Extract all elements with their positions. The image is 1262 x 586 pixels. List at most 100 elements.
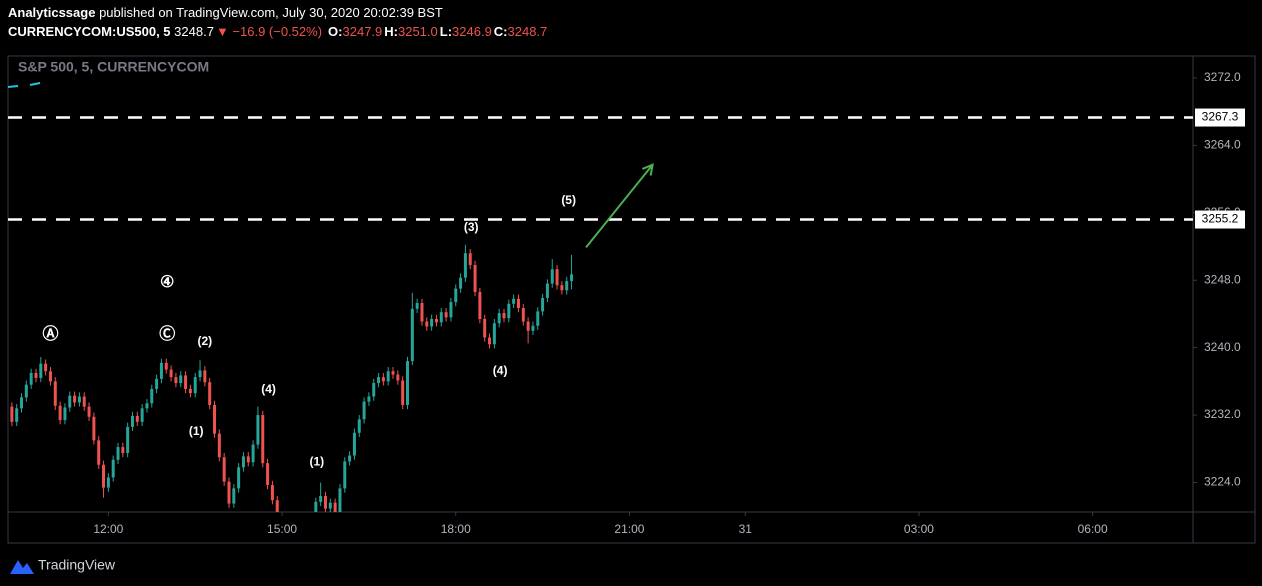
x-tick-label: 12:00 xyxy=(93,522,123,536)
candle-body xyxy=(420,302,424,322)
candle-body xyxy=(92,416,96,441)
candle-body xyxy=(68,395,72,408)
candle-body xyxy=(73,395,77,403)
ohlc-label: L: xyxy=(440,24,452,39)
candle-body xyxy=(159,362,163,379)
candle-body xyxy=(463,253,467,278)
candle-body xyxy=(396,374,400,381)
wave-label: Ⓒ xyxy=(159,324,175,343)
legend: S&P 500, 5, CURRENCYCOM xyxy=(18,59,209,75)
y-tick-label: 3240.0 xyxy=(1204,340,1241,354)
candle-body xyxy=(121,447,125,453)
candle-body xyxy=(198,370,202,378)
wave-label: (1) xyxy=(309,454,324,468)
candle-body xyxy=(20,397,24,409)
candle-body xyxy=(24,384,28,398)
price-label: 3255.2 xyxy=(1202,212,1239,226)
candle-body xyxy=(459,277,463,289)
candle-body xyxy=(478,292,482,319)
price-label-box xyxy=(1195,108,1245,127)
candle-body xyxy=(261,415,265,464)
candle-body xyxy=(174,377,178,384)
candle-body xyxy=(164,362,168,370)
wave-label: Ⓐ xyxy=(42,324,58,343)
candle-body xyxy=(135,415,139,422)
y-tick-label: 3264.0 xyxy=(1204,138,1241,152)
candle-body xyxy=(521,308,525,322)
candle-body xyxy=(310,525,313,532)
price: 3248.7 xyxy=(174,24,214,39)
candle-body xyxy=(348,455,352,462)
candle-body xyxy=(106,477,110,488)
candle-body xyxy=(372,383,376,397)
candle-body xyxy=(188,388,192,394)
y-tick-label: 3272.0 xyxy=(1204,70,1241,84)
candle-body xyxy=(217,433,221,458)
candle-body xyxy=(357,419,361,433)
candle-body xyxy=(541,297,545,312)
ohlc-label: O: xyxy=(328,24,342,39)
candle-body xyxy=(492,323,496,345)
ohlc-value: 3248.7 xyxy=(508,24,548,39)
candle-body xyxy=(531,325,535,331)
candle-body xyxy=(58,405,62,421)
ohlc-value: 3247.9 xyxy=(343,24,383,39)
candle-body xyxy=(169,369,173,378)
candle-body xyxy=(401,380,405,405)
candle-body xyxy=(63,407,67,421)
candle-body xyxy=(44,363,48,372)
change: ▼ −16.9 (−0.52%) xyxy=(216,24,322,39)
x-tick-label: 21:00 xyxy=(614,522,644,536)
candle-body xyxy=(483,318,487,338)
candle-body xyxy=(314,501,318,512)
candle-body xyxy=(536,311,540,326)
candle-body xyxy=(77,396,81,403)
candle-body xyxy=(560,285,564,291)
symbol: CURRENCYCOM:US500, 5 xyxy=(8,24,171,39)
candle-body xyxy=(208,382,212,405)
brand: TradingView xyxy=(10,557,116,574)
price-label: 3267.3 xyxy=(1202,110,1239,124)
candle-body xyxy=(565,281,569,291)
candle-body xyxy=(116,447,120,460)
wave-label: (3) xyxy=(464,220,479,234)
y-tick-label: 3248.0 xyxy=(1204,272,1241,286)
header-line: Analyticssage published on TradingView.c… xyxy=(8,5,443,20)
candle-body xyxy=(111,459,115,478)
candle-body xyxy=(222,457,226,482)
candle-body xyxy=(550,269,554,284)
drawing-fragment xyxy=(7,82,41,88)
candle-body xyxy=(232,488,236,504)
candle-body xyxy=(256,415,260,445)
candle-body xyxy=(227,481,231,504)
candle-body xyxy=(381,377,385,382)
candle-body xyxy=(155,378,159,389)
quote-line: CURRENCYCOM:US500, 5 3248.7 ▼ −16.9 (−0.5… xyxy=(8,24,547,39)
candle-body xyxy=(406,361,409,405)
candle-body xyxy=(97,440,101,465)
candle-body xyxy=(39,363,43,378)
published: published on TradingView.com, July 30, 2… xyxy=(99,5,443,20)
wave-label: (4) xyxy=(261,382,276,396)
candle-body xyxy=(237,467,241,489)
candle-body xyxy=(512,298,516,304)
wave-label: (1) xyxy=(189,424,204,438)
ohlc-value: 3251.0 xyxy=(398,24,438,39)
wave-label: (5) xyxy=(561,193,576,207)
x-tick-label: 31 xyxy=(739,522,753,536)
plot-area xyxy=(10,244,574,532)
candle-body xyxy=(507,303,511,319)
candle-body xyxy=(415,302,419,309)
candle-body xyxy=(126,426,130,453)
wave-label: ④ xyxy=(160,274,174,291)
arrow xyxy=(585,163,654,248)
candle-body xyxy=(130,415,134,427)
candle-body xyxy=(266,463,270,486)
candle-body xyxy=(454,288,458,303)
candle-body xyxy=(468,253,472,266)
candle-body xyxy=(140,408,144,422)
ohlc-label: H: xyxy=(384,24,398,39)
wave-label: (2) xyxy=(198,334,213,348)
candle-body xyxy=(275,500,279,512)
candle-body xyxy=(338,488,342,512)
